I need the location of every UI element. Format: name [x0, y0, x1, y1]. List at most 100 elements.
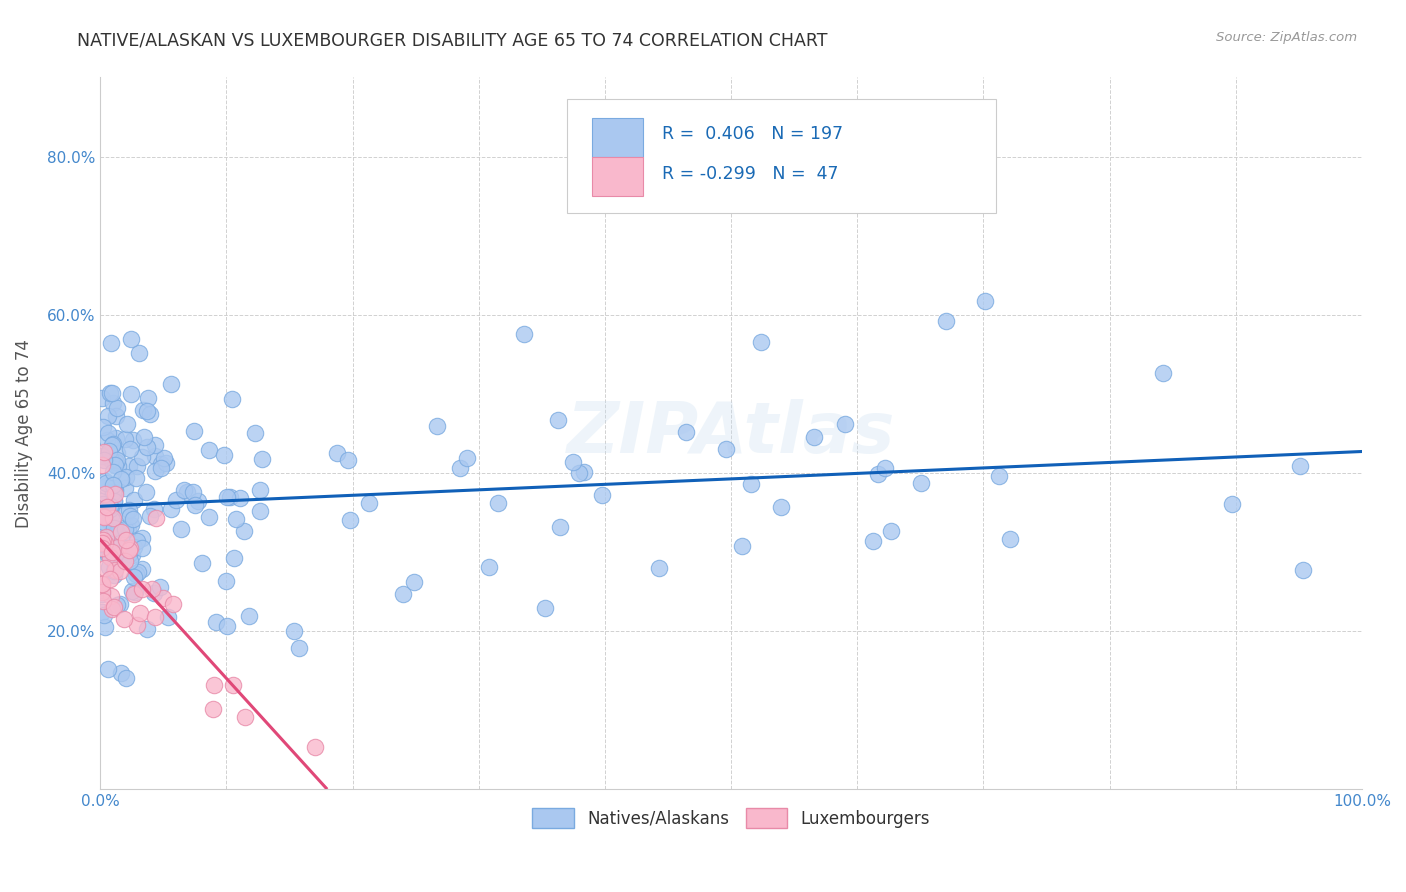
Point	[184, 498, 207, 512]
Point	[97, 663, 120, 677]
Point	[339, 513, 361, 527]
Point	[94, 536, 117, 550]
Point	[107, 548, 129, 562]
Point	[131, 450, 153, 465]
Point	[114, 554, 136, 568]
Point	[402, 574, 425, 589]
Text: R = -0.299   N =  47: R = -0.299 N = 47	[662, 164, 838, 183]
Point	[868, 467, 890, 481]
Point	[122, 570, 145, 584]
Point	[143, 437, 166, 451]
Point	[197, 442, 219, 457]
Point	[143, 610, 166, 624]
Point	[98, 550, 121, 565]
Point	[91, 594, 114, 608]
Point	[107, 458, 129, 473]
Point	[90, 577, 112, 591]
Point	[101, 510, 124, 524]
Point	[124, 587, 146, 601]
Point	[1152, 366, 1174, 380]
Point	[124, 584, 146, 599]
Point	[1292, 563, 1315, 577]
Point	[90, 458, 112, 472]
Point	[862, 534, 884, 549]
Point	[426, 418, 449, 433]
Point	[108, 564, 131, 578]
Point	[219, 490, 242, 504]
Point	[112, 554, 135, 568]
Point	[90, 536, 112, 550]
Point	[101, 385, 124, 400]
Point	[124, 540, 146, 554]
Point	[103, 493, 125, 508]
Point	[101, 484, 124, 499]
Point	[145, 511, 167, 525]
Point	[803, 430, 825, 444]
Point	[935, 314, 957, 328]
Point	[486, 496, 509, 510]
Point	[873, 461, 896, 475]
Point	[283, 624, 305, 639]
Point	[97, 426, 120, 441]
Point	[217, 490, 239, 504]
Point	[118, 554, 141, 568]
Point	[304, 740, 326, 755]
Point	[96, 530, 118, 544]
Point	[513, 326, 536, 341]
Point	[716, 442, 738, 456]
Text: NATIVE/ALASKAN VS LUXEMBOURGER DISABILITY AGE 65 TO 74 CORRELATION CHART: NATIVE/ALASKAN VS LUXEMBOURGER DISABILIT…	[77, 31, 828, 49]
Point	[135, 403, 157, 417]
Point	[91, 509, 114, 524]
Point	[103, 396, 125, 410]
Point	[100, 535, 122, 549]
Point	[90, 577, 112, 591]
Point	[880, 524, 903, 538]
Point	[135, 440, 157, 454]
Point	[233, 710, 256, 724]
Point	[478, 559, 501, 574]
Point	[115, 469, 138, 483]
Point	[104, 563, 127, 577]
Point	[94, 542, 117, 557]
Point	[97, 548, 120, 562]
Point	[90, 536, 112, 550]
Point	[249, 504, 271, 518]
Point	[121, 583, 143, 598]
Point	[112, 612, 135, 626]
Point	[104, 458, 127, 472]
Point	[136, 392, 159, 406]
Point	[104, 409, 127, 423]
Point	[100, 602, 122, 616]
Point	[176, 484, 198, 499]
Point	[114, 672, 136, 686]
Point	[103, 494, 125, 508]
Point	[187, 494, 209, 508]
Point	[118, 442, 141, 457]
Point	[143, 501, 166, 516]
Point	[96, 500, 118, 514]
Point	[103, 599, 125, 614]
Point	[96, 475, 118, 490]
Point	[114, 481, 136, 495]
Point	[150, 461, 173, 475]
Point	[115, 541, 138, 556]
Point	[120, 332, 142, 346]
Point	[125, 471, 148, 485]
Point	[98, 572, 121, 586]
Point	[245, 426, 267, 441]
Point	[591, 488, 613, 502]
Point	[93, 607, 115, 622]
Point	[675, 425, 697, 440]
Point	[93, 498, 115, 512]
Point	[740, 477, 762, 491]
Point	[131, 532, 153, 546]
Point	[122, 492, 145, 507]
Point	[114, 533, 136, 547]
Point	[98, 386, 121, 401]
Point	[143, 464, 166, 478]
Point	[173, 483, 195, 498]
Point	[568, 467, 591, 481]
Point	[118, 542, 141, 557]
Point	[215, 574, 238, 588]
Point	[104, 483, 127, 498]
